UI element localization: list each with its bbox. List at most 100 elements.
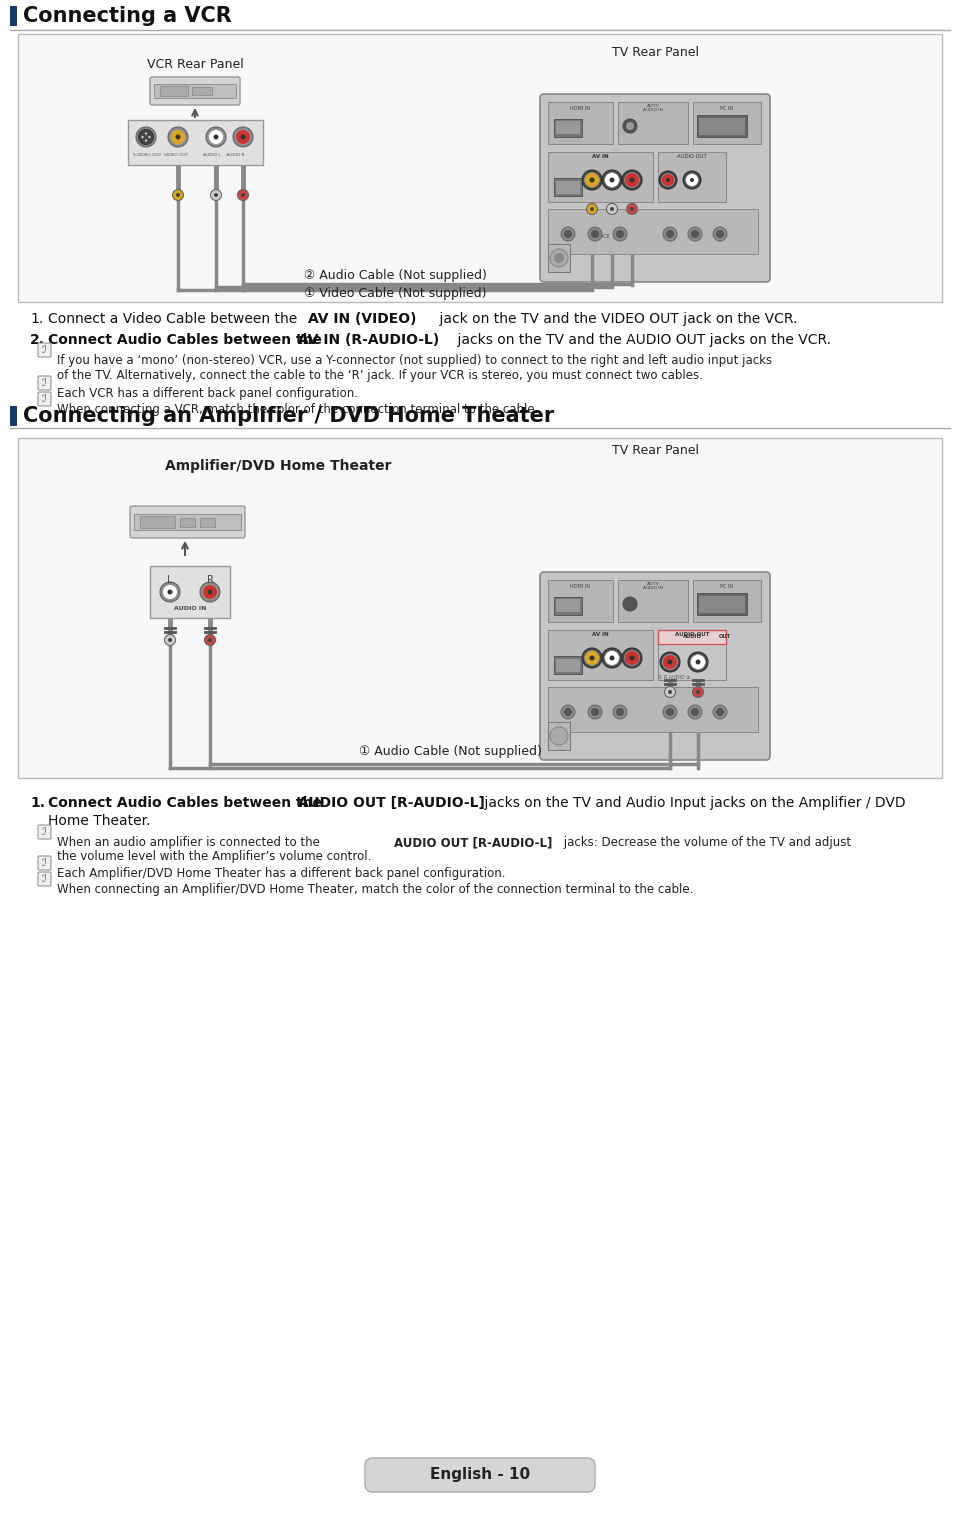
Circle shape — [664, 687, 676, 698]
Circle shape — [235, 129, 251, 144]
Bar — [180, 518, 195, 527]
Circle shape — [208, 638, 212, 641]
Text: AUDIO OUT [R-AUDIO-L]: AUDIO OUT [R-AUDIO-L] — [394, 836, 552, 850]
Text: AV/TV
AUDIO IN: AV/TV AUDIO IN — [643, 582, 663, 590]
Circle shape — [585, 172, 599, 187]
Circle shape — [630, 655, 635, 661]
Circle shape — [203, 585, 218, 599]
Bar — [154, 84, 236, 97]
Text: AUDIO OUT [R-AUDIO-L]: AUDIO OUT [R-AUDIO-L] — [298, 796, 485, 810]
Bar — [658, 152, 726, 202]
Bar — [658, 629, 726, 679]
Circle shape — [627, 204, 637, 214]
Circle shape — [176, 193, 180, 198]
Text: jack on the TV and the VIDEO OUT jack on the VCR.: jack on the TV and the VIDEO OUT jack on… — [435, 312, 798, 325]
Circle shape — [666, 708, 674, 716]
Circle shape — [688, 705, 702, 719]
Text: 2.: 2. — [30, 333, 45, 347]
Bar — [548, 629, 653, 679]
Circle shape — [206, 128, 226, 147]
Circle shape — [233, 128, 253, 147]
Bar — [556, 660, 580, 672]
Text: HDMI IN: HDMI IN — [570, 584, 590, 588]
Bar — [556, 599, 580, 613]
Bar — [548, 722, 570, 749]
Text: 1.: 1. — [30, 312, 43, 325]
Circle shape — [591, 230, 599, 239]
Text: Connecting an Amplifier / DVD Home Theater: Connecting an Amplifier / DVD Home Theat… — [23, 406, 554, 426]
Bar — [548, 687, 758, 733]
Circle shape — [613, 226, 627, 242]
Text: AUDIO IN: AUDIO IN — [174, 605, 206, 611]
Circle shape — [688, 652, 708, 672]
Circle shape — [622, 648, 642, 667]
Text: L: L — [167, 575, 173, 585]
Circle shape — [690, 178, 694, 182]
FancyBboxPatch shape — [540, 572, 770, 760]
Circle shape — [602, 648, 622, 667]
Text: jacks on the TV and Audio Input jacks on the Amplifier / DVD: jacks on the TV and Audio Input jacks on… — [480, 796, 905, 810]
Circle shape — [713, 705, 727, 719]
Circle shape — [160, 582, 180, 602]
Circle shape — [630, 207, 634, 211]
Bar — [18, 33, 942, 302]
Circle shape — [141, 135, 144, 138]
Circle shape — [683, 172, 701, 188]
Circle shape — [713, 226, 727, 242]
FancyBboxPatch shape — [38, 856, 51, 869]
Bar — [554, 178, 582, 196]
Circle shape — [688, 226, 702, 242]
Bar — [554, 597, 582, 616]
Circle shape — [237, 190, 249, 201]
Circle shape — [136, 128, 156, 147]
Text: SERVICE: SERVICE — [589, 234, 611, 239]
Bar — [150, 565, 230, 619]
Text: VCR Rear Panel: VCR Rear Panel — [147, 58, 244, 71]
Bar — [200, 518, 215, 527]
Text: OUT: OUT — [719, 634, 732, 640]
Circle shape — [695, 660, 701, 664]
Circle shape — [213, 134, 219, 140]
Text: of the TV. Alternatively, connect the cable to the ‘R’ jack. If your VCR is ster: of the TV. Alternatively, connect the ca… — [57, 369, 703, 382]
Circle shape — [214, 193, 218, 198]
Text: AUDIO OUT: AUDIO OUT — [677, 154, 707, 158]
Text: Connecting a VCR: Connecting a VCR — [23, 6, 231, 26]
Bar — [548, 210, 758, 254]
Circle shape — [716, 230, 724, 239]
Circle shape — [696, 690, 700, 695]
Circle shape — [667, 660, 673, 664]
Circle shape — [626, 122, 634, 131]
Bar — [140, 515, 175, 527]
Bar — [697, 116, 747, 137]
Circle shape — [241, 193, 245, 198]
Circle shape — [171, 129, 185, 144]
Circle shape — [610, 178, 614, 182]
Text: jacks: Decrease the volume of the TV and adjust: jacks: Decrease the volume of the TV and… — [560, 836, 852, 850]
Circle shape — [590, 207, 594, 211]
FancyBboxPatch shape — [38, 392, 51, 406]
Text: Connect Audio Cables between the: Connect Audio Cables between the — [48, 796, 326, 810]
Bar — [160, 87, 188, 96]
FancyBboxPatch shape — [130, 506, 245, 538]
Circle shape — [167, 590, 173, 594]
Text: AV IN: AV IN — [591, 631, 609, 637]
Text: When connecting a VCR, match the color of the connection terminal to the cable.: When connecting a VCR, match the color o… — [57, 403, 539, 416]
Bar — [548, 152, 653, 202]
Circle shape — [561, 705, 575, 719]
Bar — [548, 581, 613, 622]
Text: Home Theater.: Home Theater. — [48, 815, 151, 828]
Circle shape — [173, 190, 183, 201]
Text: jacks on the TV and the AUDIO OUT jacks on the VCR.: jacks on the TV and the AUDIO OUT jacks … — [453, 333, 831, 347]
Text: ② Audio Cable (Not supplied): ② Audio Cable (Not supplied) — [303, 269, 487, 283]
Circle shape — [138, 129, 154, 144]
Text: R: R — [206, 575, 213, 585]
Bar — [697, 593, 747, 616]
Circle shape — [666, 178, 670, 182]
Circle shape — [625, 651, 639, 666]
Circle shape — [164, 634, 176, 646]
Text: AUDIO L    AUDIO R: AUDIO L AUDIO R — [203, 154, 245, 157]
Bar — [128, 120, 263, 166]
Circle shape — [610, 207, 614, 211]
Circle shape — [550, 249, 568, 268]
Circle shape — [554, 252, 564, 263]
